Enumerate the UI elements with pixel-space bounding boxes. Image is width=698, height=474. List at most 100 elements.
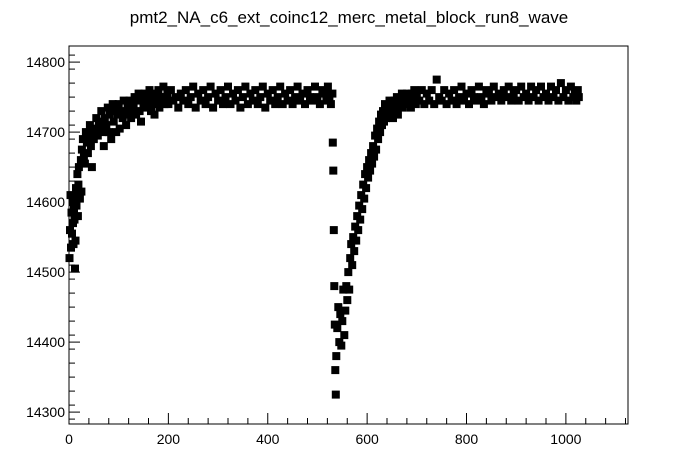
data-point: [273, 93, 282, 102]
data-point: [77, 145, 86, 154]
data-point: [392, 103, 400, 112]
data-point: [83, 149, 92, 158]
data-point: [457, 82, 466, 91]
data-point: [362, 184, 371, 193]
data-point: [364, 173, 373, 182]
data-point: [204, 93, 213, 102]
data-point: [226, 100, 235, 109]
data-point: [333, 324, 342, 333]
data-point: [94, 117, 103, 126]
data-point: [109, 117, 118, 126]
data-point: [233, 86, 242, 95]
data-point: [186, 93, 195, 102]
data-point: [440, 86, 449, 95]
data-point: [181, 86, 190, 95]
data-point: [189, 82, 198, 91]
data-point: [547, 82, 555, 91]
x-tick-label: 0: [65, 431, 73, 447]
data-point: [348, 261, 357, 270]
data-point: [103, 103, 112, 112]
data-point: [406, 103, 415, 112]
data-point: [115, 124, 124, 133]
data-point: [564, 96, 573, 105]
data-point: [315, 100, 324, 109]
data-point: [460, 96, 468, 105]
data-point: [450, 86, 459, 95]
data-point: [73, 212, 82, 221]
data-point: [425, 96, 434, 105]
data-point: [556, 79, 565, 88]
data-point: [484, 89, 493, 98]
data-point: [477, 93, 486, 102]
data-point: [344, 268, 353, 277]
data-point: [135, 107, 144, 116]
data-point: [150, 110, 159, 119]
data-point: [231, 96, 240, 105]
data-point: [107, 135, 116, 144]
data-point: [221, 93, 230, 102]
data-point: [494, 89, 503, 98]
data-point: [398, 103, 407, 112]
x-tick-label: 1000: [550, 431, 581, 447]
data-point: [219, 100, 227, 109]
data-point: [343, 296, 352, 305]
data-point: [86, 142, 95, 151]
data-point: [447, 96, 456, 105]
data-point: [504, 82, 513, 91]
data-point: [352, 236, 361, 245]
data-point: [176, 89, 185, 98]
data-point: [552, 86, 560, 95]
data-point: [261, 103, 270, 112]
data-point: [410, 86, 419, 95]
data-point: [206, 82, 215, 91]
y-tick-label: 14500: [26, 264, 65, 280]
data-point: [66, 191, 75, 200]
data-point: [283, 96, 292, 105]
data-point: [522, 89, 531, 98]
data-point: [529, 93, 538, 102]
data-point: [542, 89, 550, 98]
data-point: [420, 100, 429, 109]
data-point: [331, 366, 340, 375]
data-point: [534, 96, 543, 105]
data-point: [251, 86, 260, 95]
data-point: [574, 93, 583, 102]
data-point: [347, 240, 356, 249]
data-point: [74, 180, 83, 189]
data-point: [544, 96, 553, 105]
data-point: [65, 254, 74, 263]
data-point: [276, 82, 285, 91]
data-point: [155, 103, 164, 112]
data-point: [214, 96, 223, 105]
data-point: [72, 201, 81, 210]
data-point: [278, 100, 287, 109]
data-point: [368, 159, 377, 168]
data-point: [71, 236, 80, 245]
data-point: [497, 96, 506, 105]
data-point: [142, 103, 150, 112]
x-tick-label: 800: [455, 431, 479, 447]
data-point: [366, 166, 375, 175]
data-point: [268, 86, 277, 95]
data-point: [100, 114, 109, 123]
data-point: [338, 317, 347, 326]
data-point: [524, 96, 533, 105]
axes: 0 200 400 600 800 1000 14300 14400 14500 14600 147…: [26, 45, 629, 447]
data-point: [98, 128, 107, 137]
data-point: [328, 138, 337, 147]
data-point: [159, 82, 168, 91]
data-point: [467, 86, 476, 95]
data-point: [311, 82, 319, 91]
data-point: [209, 103, 218, 112]
data-point: [122, 121, 131, 130]
data-point: [337, 341, 346, 350]
data-point: [137, 117, 145, 126]
data-point: [263, 89, 272, 98]
data-point: [376, 128, 385, 137]
data-point: [554, 96, 563, 105]
data-point: [559, 93, 568, 102]
data-point: [332, 352, 341, 361]
y-tick-label: 14800: [26, 54, 65, 70]
data-point: [393, 110, 402, 119]
